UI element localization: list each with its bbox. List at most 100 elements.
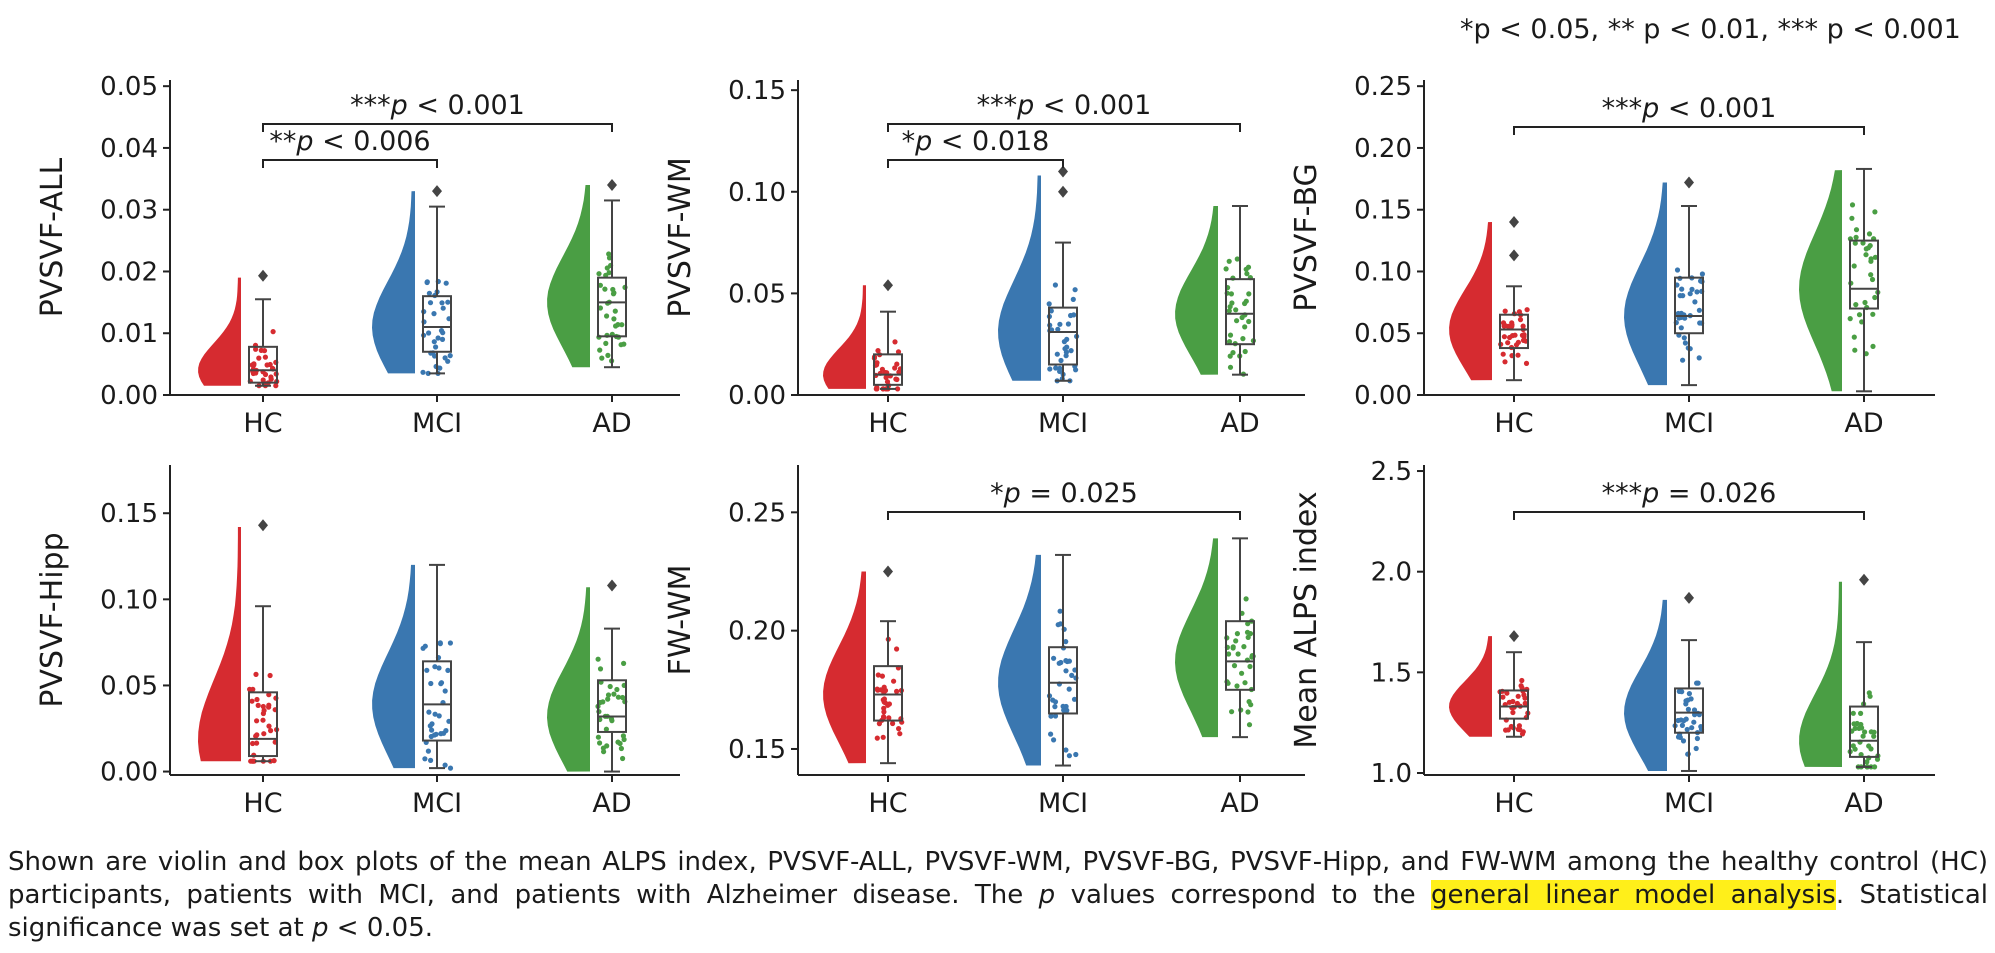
violin-mci: [998, 175, 1041, 381]
violin-hc: [1449, 636, 1492, 737]
outlier-marker: [1058, 165, 1068, 178]
x-tick-label: HC: [243, 788, 282, 819]
data-point: [1872, 254, 1878, 260]
data-point: [1689, 725, 1695, 731]
data-point: [1510, 698, 1516, 705]
data-point: [1693, 745, 1699, 752]
significance-label: *p < 0.018: [902, 126, 1050, 157]
data-point: [1850, 710, 1856, 716]
violin-hc: [1449, 222, 1492, 381]
data-point: [1056, 660, 1062, 666]
data-point: [1675, 717, 1681, 724]
box-hc: [1499, 313, 1529, 350]
p-symbol: p: [390, 90, 408, 121]
data-point: [1872, 294, 1878, 301]
outlier-marker: [883, 279, 893, 292]
data-point: [445, 358, 451, 364]
data-point: [1510, 709, 1516, 716]
data-point: [1694, 289, 1700, 295]
data-point: [250, 740, 256, 747]
significance-label: **p < 0.006: [269, 126, 430, 157]
x-tick-label: AD: [1220, 788, 1259, 819]
data-point: [1867, 243, 1873, 249]
data-point: [1072, 287, 1078, 293]
data-point: [607, 683, 613, 690]
data-point: [896, 369, 902, 375]
data-point: [1055, 326, 1061, 332]
data-point: [254, 732, 260, 738]
p-value: < 0.001: [408, 90, 525, 121]
data-point: [605, 696, 611, 702]
data-point: [612, 308, 618, 314]
data-point: [1522, 695, 1528, 701]
data-point: [615, 694, 622, 700]
data-point: [1872, 764, 1878, 770]
data-point: [600, 699, 606, 705]
data-point: [425, 370, 431, 376]
data-point: [604, 313, 610, 319]
data-point: [1243, 596, 1249, 602]
y-tick-label: 0.10: [100, 585, 158, 615]
data-point: [881, 715, 887, 721]
data-point: [1064, 344, 1070, 350]
box-hc: [873, 665, 903, 722]
data-point: [603, 726, 610, 732]
data-point: [1060, 703, 1066, 710]
y-tick-label: 0.00: [728, 381, 786, 411]
data-point: [620, 694, 626, 701]
data-point: [254, 696, 260, 703]
data-point: [261, 348, 268, 354]
significance-legend: *p < 0.05, ** p < 0.01, *** p < 0.001: [1460, 14, 1961, 45]
figure-caption: Shown are violin and box plots of the me…: [8, 846, 1988, 945]
data-point: [1515, 352, 1521, 358]
data-point: [1853, 302, 1859, 308]
violin-ad: [1175, 538, 1218, 738]
data-point: [1235, 651, 1241, 657]
data-point: [260, 703, 266, 710]
data-point: [617, 740, 623, 747]
data-point: [445, 299, 451, 305]
outlier-marker: [1509, 630, 1519, 643]
box-mci: [422, 660, 452, 742]
data-point: [1246, 318, 1252, 325]
data-point: [1247, 663, 1253, 670]
data-point: [1052, 282, 1058, 288]
data-point: [597, 347, 603, 353]
data-point: [1234, 631, 1240, 637]
data-point: [1696, 307, 1702, 313]
data-point: [266, 723, 272, 729]
data-point: [599, 355, 605, 361]
significance-label: ***p < 0.001: [350, 90, 525, 121]
data-point: [894, 361, 900, 367]
y-tick-label: 0.15: [1354, 196, 1412, 226]
data-point: [429, 727, 435, 733]
data-point: [443, 728, 449, 734]
caption-text-3: . Statistical significance was set at: [8, 880, 1988, 943]
data-point: [610, 291, 617, 297]
data-point: [1851, 334, 1857, 340]
significance-label: ***p < 0.001: [977, 90, 1152, 121]
data-point: [892, 339, 898, 345]
data-point: [1505, 340, 1511, 346]
significance-stars: ***: [1602, 93, 1643, 124]
data-point: [1066, 686, 1072, 692]
data-point: [894, 688, 900, 695]
data-point: [880, 734, 886, 740]
outlier-marker: [1684, 591, 1694, 604]
data-point: [1852, 347, 1858, 353]
data-point: [254, 740, 260, 746]
outlier-marker: [1509, 249, 1519, 262]
data-point: [602, 286, 608, 292]
data-point: [1699, 271, 1705, 277]
data-point: [1870, 311, 1876, 317]
box-ad: [1849, 705, 1879, 758]
data-point: [620, 755, 626, 762]
y-tick-label: 0.20: [1354, 134, 1412, 164]
data-point: [1686, 691, 1692, 697]
y-axis-label: FW-WM: [663, 565, 698, 676]
significance-stars: ***: [350, 90, 391, 121]
outlier-marker: [607, 179, 617, 191]
data-point: [1246, 291, 1252, 297]
data-point: [249, 698, 255, 704]
x-tick-label: AD: [1220, 408, 1259, 439]
